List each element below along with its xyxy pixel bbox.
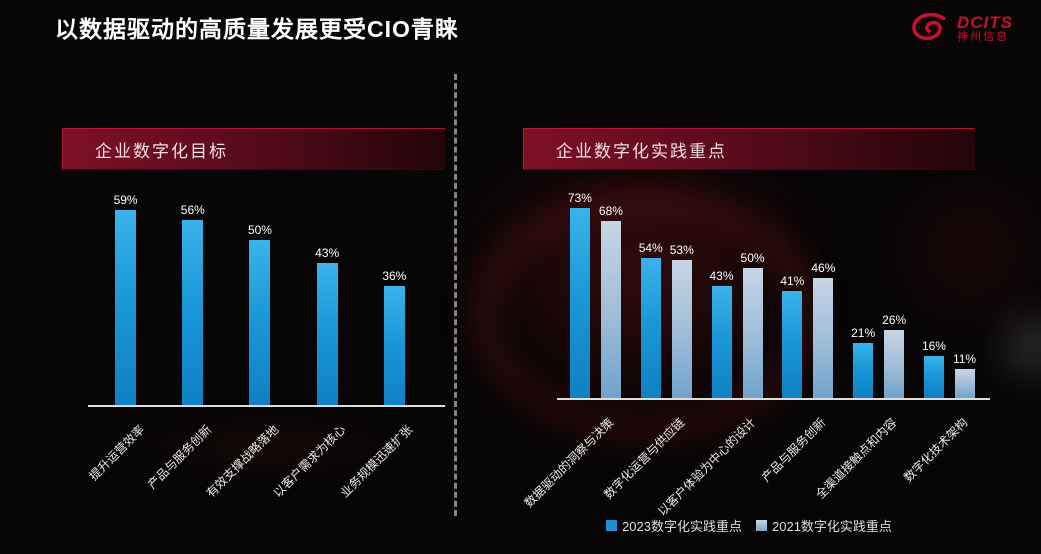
category-slot: 数字化技术架构 [901, 406, 984, 511]
category-slot: 提升运营效率 [86, 413, 159, 518]
category-slot: 产品与服务创新 [145, 413, 226, 518]
bar [383, 286, 405, 405]
bar-value-label: 11% [952, 352, 977, 366]
bar-group: 54% 53% [639, 241, 694, 398]
bar-2021 [884, 330, 905, 398]
bar-2021 [671, 260, 692, 398]
bar-wrap: 16% [922, 339, 946, 398]
bar [316, 263, 338, 405]
goals-bar-chart: 59% 56% 50% 43% 36% [92, 185, 428, 405]
bar-group: 43% [315, 246, 339, 405]
bar-value-label: 36% [382, 269, 407, 283]
bar [115, 210, 137, 405]
brand-swirl-icon [912, 12, 946, 41]
bar-value-label: 26% [882, 313, 907, 327]
bar-group: 73% 68% [568, 191, 623, 398]
bar-2023 [640, 258, 661, 398]
chart-legend: 2023数字化实践重点 2021数字化实践重点 [523, 516, 975, 535]
bar-group: 16% 11% [922, 339, 976, 398]
bar-value-label: 46% [811, 261, 836, 275]
bar-value-label: 50% [247, 223, 272, 237]
bar-value-label: 56% [180, 203, 205, 217]
company-logo: DCITS 神州信息 [908, 12, 1013, 46]
bar-2023 [923, 356, 944, 398]
bar-group: 59% [114, 193, 138, 405]
bar-value-label: 21% [851, 326, 876, 340]
bar [182, 220, 204, 405]
bar-2023 [569, 208, 590, 398]
bar-value-label: 43% [709, 269, 734, 283]
page-title: 以数据驱动的高质量发展更受CIO青睐 [55, 16, 459, 42]
logo-brand: DCITS [957, 13, 1013, 33]
bar-group: 50% [248, 223, 272, 405]
left-section-title: 企业数字化目标 [95, 141, 228, 161]
right-category-labels: 数据驱动的洞察与决策 数字化运营与供应链 以客户体验为中心的设计 产品与服务创新 全渠道… [522, 406, 984, 518]
bar-2021 [600, 221, 621, 398]
bar-group: 21% 26% [851, 313, 906, 398]
bar-wrap: 73% [568, 191, 592, 398]
category-slot: 以客户需求为核心 [271, 413, 361, 518]
category-slot: 以客户体验为中心的设计 [655, 406, 772, 518]
bar-wrap: 53% [670, 243, 694, 398]
bar-wrap: 56% [181, 203, 205, 405]
bar-wrap: 59% [114, 193, 138, 405]
bar-wrap: 50% [248, 223, 272, 405]
legend-item-2023: 2023数字化实践重点 [606, 516, 742, 535]
right-x-axis [557, 398, 990, 400]
right-section-header: 企业数字化实践重点 [523, 128, 975, 170]
bar [249, 240, 271, 405]
bar-wrap: 68% [599, 204, 623, 398]
bar-2021 [813, 278, 834, 398]
left-x-axis [88, 405, 445, 407]
bar-wrap: 21% [851, 326, 875, 398]
bar-wrap: 50% [741, 251, 765, 398]
bar-value-label: 43% [315, 246, 340, 260]
bar-group: 41% 46% [780, 261, 835, 398]
category-slot: 数据驱动的洞察与决策 [522, 406, 631, 511]
legend-swatch-2023 [606, 520, 618, 531]
legend-swatch-2021 [756, 520, 767, 531]
legend-item-2021: 2021数字化实践重点 [756, 516, 892, 535]
bar-wrap: 43% [710, 269, 734, 398]
left-category-labels: 提升运营效率 产品与服务创新 有效支撑战略落地 以客户需求为核心 业务规模迅速扩张 [86, 413, 428, 518]
logo-subtitle: 神州信息 [957, 31, 1009, 44]
bar-wrap: 11% [953, 352, 976, 398]
bar-value-label: 59% [113, 193, 138, 207]
right-section-title: 企业数字化实践重点 [556, 141, 727, 161]
bar-value-label: 50% [740, 251, 765, 265]
bar-wrap: 36% [382, 269, 406, 405]
bar-wrap: 26% [882, 313, 906, 398]
bar-group: 56% [181, 203, 205, 405]
practice-bar-chart: 73% 68% 54% 53% 43% 50% 41% 46% 21% 26% 16% 11% [560, 186, 984, 398]
category-slot: 有效支撑战略落地 [204, 413, 293, 518]
category-slot: 业务规模迅速扩张 [338, 413, 428, 518]
bar-2021 [742, 268, 763, 398]
category-slot: 全渠道接触点和内容 [813, 406, 914, 511]
vertical-dashed-divider [454, 74, 457, 516]
legend-label-2021: 2021数字化实践重点 [772, 519, 892, 534]
legend-label-2023: 2023数字化实践重点 [622, 519, 742, 534]
logo-text: DCITS 神州信息 [957, 14, 1013, 43]
category-label: 提升运营效率 [86, 422, 147, 484]
bar-2021 [954, 369, 975, 398]
category-slot: 产品与服务创新 [759, 406, 843, 511]
bar-2023 [711, 286, 732, 398]
bar-value-label: 41% [780, 274, 805, 288]
bar-value-label: 53% [669, 243, 694, 257]
left-section-header: 企业数字化目标 [62, 128, 445, 170]
bar-2023 [782, 291, 803, 398]
bar-group: 36% [382, 269, 406, 405]
bar-2023 [853, 343, 874, 398]
bar-wrap: 41% [780, 274, 804, 398]
bar-wrap: 54% [639, 241, 663, 398]
background-streak [60, 400, 480, 490]
bar-value-label: 73% [567, 191, 592, 205]
bar-value-label: 16% [921, 339, 946, 353]
bar-value-label: 54% [638, 241, 663, 255]
bar-group: 43% 50% [710, 251, 765, 398]
bar-wrap: 43% [315, 246, 339, 405]
bar-wrap: 46% [811, 261, 835, 398]
bar-value-label: 68% [598, 204, 623, 218]
